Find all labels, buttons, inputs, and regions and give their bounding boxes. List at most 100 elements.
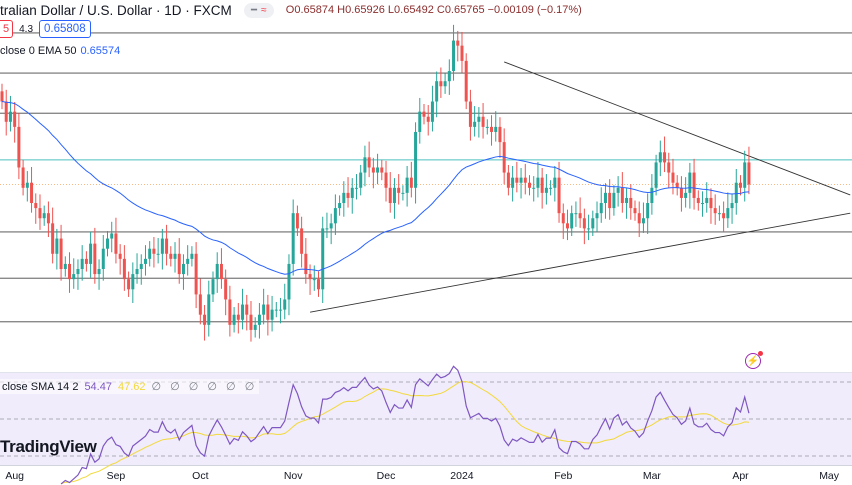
candle-body <box>110 233 114 239</box>
candle-body <box>127 279 131 290</box>
candle-body <box>452 40 456 72</box>
candle-body <box>582 218 586 229</box>
candle-body <box>363 157 367 173</box>
candle-body <box>30 182 34 204</box>
candle-body <box>42 213 46 219</box>
candle-body <box>8 111 12 122</box>
candle-body <box>717 213 721 215</box>
rsi-sma-value: 47.62 <box>117 381 146 393</box>
candle-body <box>701 203 705 205</box>
candle-body <box>13 111 17 127</box>
candle-body <box>608 192 612 209</box>
candle-body <box>295 213 299 229</box>
candle-body <box>519 177 523 183</box>
candle-body <box>312 279 316 281</box>
candle-body <box>739 182 742 188</box>
candle-body <box>80 258 84 270</box>
ema-value: 0.65574 <box>80 45 121 57</box>
candle-body <box>705 197 709 204</box>
candle-body <box>106 238 109 249</box>
candle-body <box>532 187 536 189</box>
candle-body <box>198 294 202 315</box>
trendline <box>309 212 851 313</box>
candle-body <box>279 309 283 311</box>
candle-body <box>283 299 287 310</box>
candle-body <box>241 304 245 320</box>
rsi-legend[interactable]: close SMA 14 2 54.47 47.62 ∅ ∅ ∅ ∅ ∅ ∅ <box>0 379 260 394</box>
candle-body <box>401 192 405 194</box>
candle-body <box>490 126 494 132</box>
candle-body <box>63 263 67 270</box>
candle-body <box>384 172 388 188</box>
candle-body <box>46 213 50 224</box>
candle-body <box>359 172 363 188</box>
candle-body <box>59 238 63 270</box>
candle-body <box>392 187 396 204</box>
candle-body <box>747 162 751 185</box>
candle-body <box>211 279 215 295</box>
ema-legend[interactable]: close 0 EMA 50 0.65574 <box>0 45 120 57</box>
candle-body <box>409 177 413 188</box>
candle-body <box>224 279 228 300</box>
candle-body <box>641 218 645 224</box>
candle-body <box>498 126 502 143</box>
compare-toggle[interactable]: ━ ≈ <box>243 2 274 18</box>
candle-body <box>443 81 447 87</box>
buy-button[interactable]: 0.65808 <box>39 20 91 38</box>
candle-body <box>578 213 582 219</box>
candle-body <box>186 258 190 264</box>
trendline <box>504 61 851 196</box>
candle-body <box>684 192 688 198</box>
candle-body <box>692 172 696 198</box>
candle-body <box>350 187 354 198</box>
candle-body <box>557 177 561 214</box>
candle-body <box>713 208 717 214</box>
candle-body <box>540 177 544 193</box>
candle-body <box>515 177 519 183</box>
candle-body <box>435 81 439 102</box>
candle-body <box>426 116 430 122</box>
candle-body <box>165 238 169 254</box>
candle-body <box>637 213 641 224</box>
candle-body <box>274 309 278 311</box>
candle-body <box>262 304 266 315</box>
candle-body <box>181 263 185 275</box>
candle-body <box>270 309 274 320</box>
candle-body <box>414 131 418 188</box>
candle-body <box>346 192 350 198</box>
candle-body <box>304 253 308 275</box>
candle-body <box>321 228 325 290</box>
candle-body <box>679 187 683 198</box>
candle-body <box>620 187 624 204</box>
candle-body <box>25 182 29 188</box>
candle-body <box>629 197 633 209</box>
candle-body <box>122 258 126 280</box>
candle-body <box>561 213 565 224</box>
candle-body <box>456 40 460 46</box>
tradingview-logo: TradingView <box>0 437 97 456</box>
candle-body <box>371 167 375 173</box>
time-axis-label: Apr <box>732 470 749 482</box>
candle-body <box>236 314 240 320</box>
candle-body <box>249 314 253 330</box>
candle-body <box>447 71 451 82</box>
candle-body <box>329 223 333 229</box>
candle-body <box>232 314 236 325</box>
ohlc-readout: O0.65874 H0.65926 L0.65492 C0.65765 −0.0… <box>285 4 582 16</box>
time-axis-label: Aug <box>5 470 24 482</box>
spread-value: 4.3 <box>19 23 34 35</box>
candle-body <box>380 167 384 173</box>
time-axis-label: Dec <box>376 470 396 482</box>
lightning-icon[interactable]: ⚡ <box>745 351 763 369</box>
candle-body <box>658 152 662 163</box>
sell-button[interactable]: 5 <box>0 20 14 38</box>
candle-body <box>333 208 337 224</box>
candle-body <box>506 172 510 188</box>
candle-body <box>603 192 607 204</box>
candle-body <box>76 269 80 275</box>
candle-body <box>194 253 198 295</box>
symbol-title[interactable]: tralian Dollar / U.S. Dollar · 1D · FXCM <box>0 2 232 18</box>
candle-body <box>287 263 291 300</box>
time-axis-label: Feb <box>554 470 573 482</box>
